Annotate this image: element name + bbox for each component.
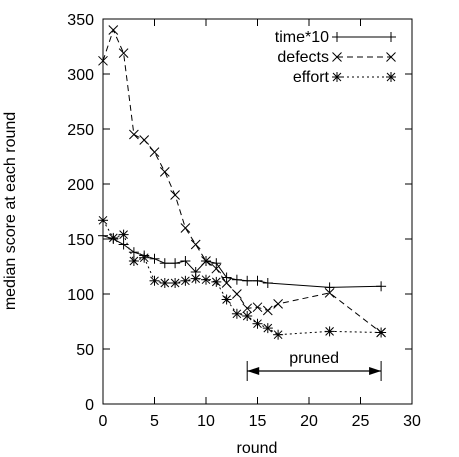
data-point — [262, 305, 273, 316]
x-axis-label: round — [237, 440, 278, 457]
x-tick-label: 30 — [403, 413, 421, 430]
series-effort — [98, 215, 387, 340]
data-point — [324, 288, 335, 298]
data-point — [221, 272, 232, 283]
data-point — [201, 256, 211, 266]
data-point — [242, 275, 253, 286]
data-point — [324, 282, 335, 293]
data-point — [139, 252, 150, 263]
data-point — [128, 256, 139, 266]
series-layer — [98, 25, 387, 340]
data-point — [262, 323, 273, 334]
data-point — [211, 258, 222, 269]
data-point — [98, 215, 108, 226]
data-point — [159, 258, 170, 269]
data-point — [180, 275, 191, 286]
data-point — [108, 25, 119, 35]
y-tick-label: 100 — [67, 287, 94, 304]
data-point — [211, 276, 222, 287]
data-point — [139, 135, 150, 145]
x-tick-label: 0 — [99, 413, 108, 430]
data-point — [324, 326, 335, 337]
x-tick-label: 15 — [249, 413, 267, 430]
x-tick-label: 10 — [197, 413, 215, 430]
data-point — [118, 48, 129, 58]
data-point — [98, 230, 108, 241]
annotation-arrowhead-right — [369, 367, 382, 375]
data-point — [231, 308, 242, 319]
data-point — [252, 318, 263, 329]
legend-marker — [386, 32, 396, 42]
series-line — [102, 235, 382, 288]
data-point — [170, 258, 181, 269]
data-point — [273, 329, 284, 340]
series-defects — [98, 25, 386, 338]
data-point — [159, 278, 170, 288]
data-point — [159, 167, 170, 177]
legend-marker — [386, 52, 396, 62]
y-tick-label: 0 — [85, 397, 94, 414]
data-point — [170, 278, 181, 288]
legend-marker — [332, 32, 342, 42]
data-point — [201, 274, 211, 285]
data-point — [129, 129, 139, 140]
data-point — [149, 253, 160, 264]
legend-marker — [332, 72, 342, 82]
data-point — [242, 311, 253, 321]
legend-entry: effort — [293, 69, 396, 86]
plot-border — [102, 18, 413, 405]
x-tick-label: 5 — [150, 413, 159, 430]
y-tick-label: 300 — [67, 67, 94, 84]
x-tick-label: 20 — [300, 413, 318, 430]
data-point — [273, 299, 283, 309]
legend-marker — [332, 52, 342, 62]
legend-label: defects — [277, 49, 329, 66]
data-point — [108, 232, 119, 243]
data-point — [252, 275, 263, 286]
data-point — [180, 223, 191, 233]
data-point — [231, 274, 242, 285]
series-line — [102, 28, 382, 333]
legend: time*10 defects effort — [275, 29, 396, 86]
legend-label: effort — [293, 69, 330, 86]
y-tick-label: 200 — [67, 177, 94, 194]
legend-entry: defects — [277, 49, 396, 66]
annotation-label: pruned — [289, 350, 339, 367]
data-point — [149, 275, 160, 286]
series-line — [102, 220, 382, 336]
data-point — [190, 239, 201, 250]
legend-entry: time*10 — [275, 29, 396, 46]
annotation-arrowhead-left — [247, 367, 260, 375]
data-point — [242, 303, 253, 314]
data-point — [180, 256, 191, 266]
data-point — [376, 281, 387, 292]
data-point — [232, 289, 242, 299]
data-point — [221, 294, 232, 305]
data-point — [170, 190, 180, 200]
data-point — [98, 55, 108, 66]
x-tick-label: 25 — [352, 413, 370, 430]
data-point — [252, 302, 263, 313]
pruned-annotation: pruned — [246, 350, 382, 381]
series-time-10 — [98, 230, 387, 293]
y-tick-label: 250 — [67, 122, 94, 139]
data-point — [190, 273, 201, 284]
legend-marker — [386, 72, 396, 82]
legend-label: time*10 — [275, 29, 329, 46]
y-tick-label: 50 — [76, 342, 94, 359]
data-point — [149, 147, 160, 157]
y-tick-label: 350 — [67, 12, 94, 29]
y-axis-label: median score at each round — [2, 112, 19, 310]
data-point — [118, 229, 129, 240]
axes-frame — [102, 18, 413, 405]
data-point — [262, 278, 273, 288]
data-point — [211, 263, 222, 274]
data-point — [221, 278, 232, 288]
data-point — [376, 327, 387, 338]
y-tick-label: 150 — [67, 232, 94, 249]
